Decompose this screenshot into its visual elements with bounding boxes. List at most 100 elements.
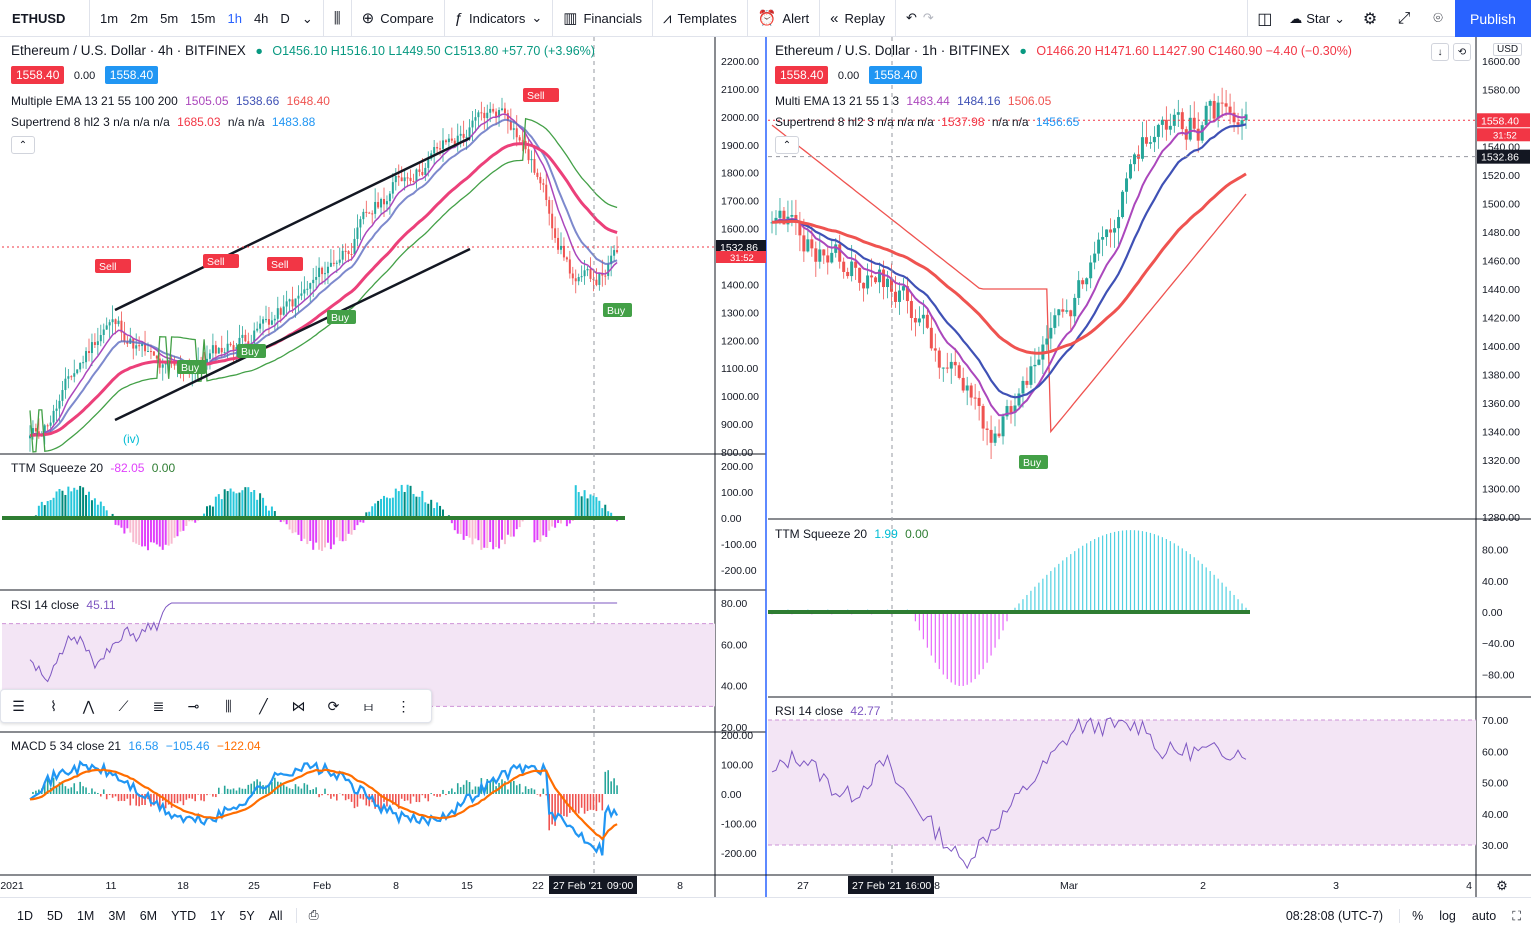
parallel-channel-icon[interactable]: ⧦: [351, 698, 386, 715]
left-ema-legend[interactable]: Multiple EMA 13 21 55 100 200 1505.05 15…: [11, 94, 330, 108]
candle-body: [306, 289, 308, 290]
ttm-bar: [489, 518, 491, 542]
right-st-label: Supertrend 8 hl2 3 n/a n/a n/a: [775, 115, 934, 129]
candle-body: [590, 269, 592, 279]
candle-body: [790, 215, 793, 217]
cycle-icon[interactable]: ⟳: [316, 698, 351, 715]
right-ema-legend[interactable]: Multi EMA 13 21 55 1 3 1483.44 1484.16 1…: [775, 94, 1051, 108]
left-supertrend-legend[interactable]: Supertrend 8 hl2 3 n/a n/a n/a 1685.03 n…: [11, 115, 315, 129]
range-YTD[interactable]: YTD: [164, 909, 203, 923]
abc-pattern-icon[interactable]: ⋀: [71, 698, 106, 715]
interval-1h[interactable]: 1h: [221, 0, 247, 37]
macd-histogram-bar: [360, 794, 362, 799]
star-button[interactable]: ☁Star⌄: [1281, 0, 1353, 37]
ttm-bar: [424, 502, 426, 518]
left-time-tick: 8: [393, 880, 399, 892]
fib-icon[interactable]: ≣: [141, 698, 176, 715]
right-ttm-legend[interactable]: TTM Squeeze 20 1.99 0.00: [775, 527, 928, 541]
wave-pattern-icon[interactable]: ⌇: [36, 698, 71, 715]
interval-2m[interactable]: 2m: [124, 0, 154, 37]
candle-body: [339, 260, 341, 263]
calendar-icon[interactable]: ⎙: [296, 908, 326, 923]
candle-body: [1125, 178, 1128, 191]
refresh-icon[interactable]: ⟲: [1453, 43, 1471, 61]
gear-icon[interactable]: ⚙: [1353, 0, 1387, 37]
range-5Y[interactable]: 5Y: [232, 909, 261, 923]
range-1M[interactable]: 1M: [70, 909, 101, 923]
layout-icon[interactable]: ◫: [1247, 0, 1281, 37]
symbol-search[interactable]: ETHUSD: [0, 0, 90, 37]
candle-body: [365, 212, 367, 213]
candle-body: [115, 319, 117, 324]
interval-4h[interactable]: 4h: [248, 0, 274, 37]
ttm-bar: [333, 518, 335, 545]
left-sell-price[interactable]: 1558.40: [11, 66, 64, 84]
range-6M[interactable]: 6M: [133, 909, 164, 923]
horizontal-ray-icon[interactable]: ⊸: [176, 698, 211, 715]
log-toggle[interactable]: log: [1439, 909, 1456, 923]
camera-icon[interactable]: ⌾: [1421, 0, 1455, 37]
redo-icon[interactable]: ↷: [923, 10, 934, 26]
range-1Y[interactable]: 1Y: [203, 909, 232, 923]
range-All[interactable]: All: [262, 909, 290, 923]
left-ttm-legend[interactable]: TTM Squeeze 20 -82.05 0.00: [11, 461, 175, 475]
replay-button[interactable]: «Replay: [820, 0, 896, 37]
candle-body: [153, 351, 155, 355]
chart-type-button[interactable]: ⫼: [324, 0, 352, 37]
ttm-bar: [238, 493, 240, 518]
clock[interactable]: 08:28:08 (UTC-7): [1286, 909, 1383, 923]
right-rsi-legend[interactable]: RSI 14 close 42.77: [775, 704, 880, 718]
currency-label[interactable]: USD: [1493, 43, 1522, 56]
right-supertrend-legend[interactable]: Supertrend 8 hl2 3 n/a n/a n/a 1537.98 n…: [775, 115, 1079, 129]
candle-body: [362, 212, 364, 219]
fullscreen-icon[interactable]: ⤢: [1387, 0, 1421, 37]
macd-histogram-bar: [250, 784, 252, 794]
range-3M[interactable]: 3M: [101, 909, 132, 923]
macd-histogram-bar: [283, 785, 285, 794]
right-buy-price[interactable]: 1558.40: [869, 66, 922, 84]
collapse-legend-button[interactable]: ⌃: [11, 136, 35, 154]
macd-histogram-bar: [227, 789, 229, 794]
left-buy-price[interactable]: 1558.40: [105, 66, 158, 84]
left-rsi-legend[interactable]: RSI 14 close 45.11: [11, 598, 116, 612]
interval-1m[interactable]: 1m: [94, 0, 124, 37]
right-sell-price[interactable]: 1558.40: [775, 66, 828, 84]
ttm-bar: [386, 498, 388, 518]
candle-body: [1033, 365, 1036, 366]
sell-signal: Sell: [271, 259, 289, 271]
alert-button[interactable]: ⏰Alert: [748, 0, 820, 37]
undo-icon[interactable]: ↶: [906, 10, 917, 26]
templates-button[interactable]: ⩘Templates: [653, 0, 748, 37]
download-icon[interactable]: ↓: [1431, 43, 1449, 61]
range-1D[interactable]: 1D: [10, 909, 40, 923]
trend-angle-icon[interactable]: ⟋: [106, 698, 141, 715]
trendline-icon[interactable]: ╱: [246, 698, 281, 715]
candle-body: [1021, 381, 1024, 394]
compare-button[interactable]: ⊕Compare: [352, 0, 445, 37]
charts-canvas[interactable]: 2200.002100.002000.001900.001800.001700.…: [0, 37, 1531, 897]
ttm-bar: [395, 489, 397, 518]
interval-5m[interactable]: 5m: [154, 0, 184, 37]
auto-toggle[interactable]: auto: [1472, 909, 1496, 923]
settings-lines-icon[interactable]: ⋮: [386, 698, 421, 715]
percent-toggle[interactable]: %: [1399, 909, 1423, 923]
ttm-bar: [345, 518, 347, 541]
macd-histogram-bar: [425, 794, 427, 798]
vertical-lines-icon[interactable]: ⫼: [211, 698, 246, 715]
candle-body: [966, 385, 969, 390]
range-5D[interactable]: 5D: [40, 909, 70, 923]
financials-button[interactable]: ▥Financials: [553, 0, 653, 37]
collapse-legend-button[interactable]: ⌃: [775, 136, 799, 154]
macd-histogram-bar: [53, 778, 55, 794]
xabcd-pattern-icon[interactable]: ⋈: [281, 698, 316, 715]
horizontal-lines-icon[interactable]: ☰: [1, 698, 36, 715]
interval-15m[interactable]: 15m: [184, 0, 221, 37]
interval-D[interactable]: D: [274, 0, 295, 37]
left-macd-legend[interactable]: MACD 5 34 close 21 16.58 −105.46 −122.04: [11, 739, 261, 753]
fullscreen-icon[interactable]: ⛶: [1512, 909, 1521, 924]
publish-button[interactable]: Publish: [1455, 0, 1531, 37]
left-ttm-value-2: 0.00: [152, 461, 175, 475]
right-rsi-value: 42.77: [850, 704, 880, 718]
chevron-down-icon[interactable]: ⌄: [296, 0, 319, 37]
